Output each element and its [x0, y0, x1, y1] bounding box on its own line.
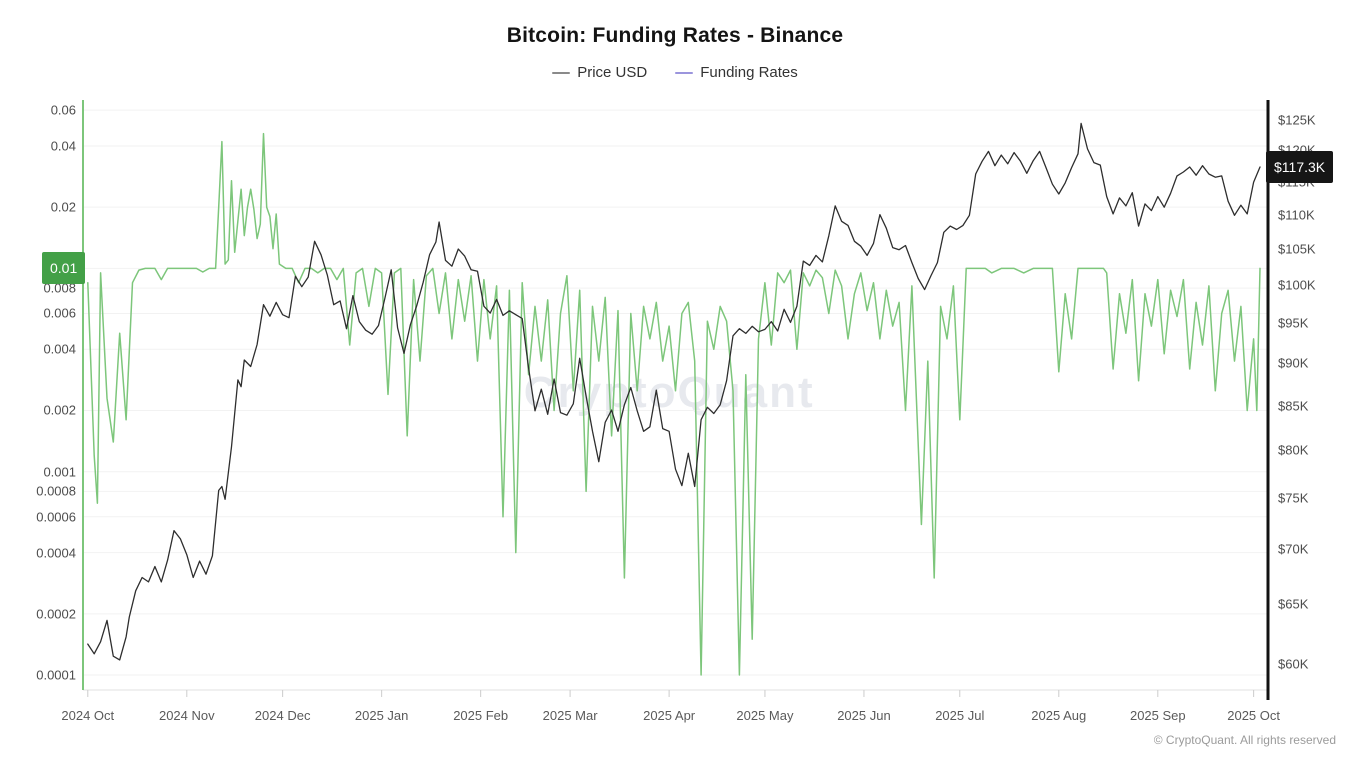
legend-item-price[interactable]: Price USD: [552, 64, 647, 81]
price-tick-label: $85K: [1278, 398, 1309, 414]
month-tick-label: 2025 Jan: [354, 708, 409, 723]
last-funding-value-badge: 0.01: [42, 252, 86, 285]
price-tick-label: $70K: [1278, 541, 1309, 557]
funding-tick-label: 0.004: [43, 341, 76, 357]
month-tick-label: 2024 Nov: [158, 708, 215, 723]
chart-title: Bitcoin: Funding Rates - Binance: [506, 24, 844, 47]
month-tick-label: 2024 Oct: [61, 708, 115, 723]
legend-label-funding: Funding Rates: [700, 64, 798, 81]
month-tick-label: 2025 Sep: [1129, 708, 1186, 723]
month-tick-label: 2025 May: [736, 708, 794, 723]
month-tick-label: 2025 Mar: [542, 708, 598, 723]
price-tick-label: $60K: [1278, 656, 1309, 672]
month-tick-label: 2025 Feb: [453, 708, 509, 723]
legend-item-funding[interactable]: Funding Rates: [675, 64, 798, 81]
gridlines: [83, 109, 1268, 697]
month-tick-label: 2025 Jun: [837, 708, 891, 723]
funding-tick-label: 0.0001: [36, 667, 76, 683]
funding-tick-label: 0.0006: [36, 509, 76, 525]
funding-tick-label: 0.002: [43, 402, 76, 418]
price-tick-label: $110K: [1278, 207, 1315, 223]
series-lines: [87, 122, 1261, 676]
price-tick-label: $65K: [1278, 596, 1309, 612]
price-tick-label: $105K: [1278, 241, 1316, 257]
price-tick-label: $100K: [1278, 277, 1316, 293]
month-tick-label: 2025 Jul: [935, 708, 985, 723]
funding-tick-label: 0.0002: [36, 606, 76, 622]
axis-lines: [82, 100, 1270, 700]
funding-tick-label: 0.06: [50, 102, 76, 118]
copyright-text: © CryptoQuant. All rights reserved: [1153, 733, 1336, 747]
legend: Price USD Funding Rates: [0, 64, 1350, 81]
funding-legend-dash-icon: [675, 71, 694, 74]
price-tick-label: $80K: [1278, 442, 1309, 458]
funding-tick-label: 0.02: [50, 199, 76, 215]
price-legend-dash-icon: [552, 71, 571, 74]
funding-tick-label: 0.0008: [36, 483, 76, 499]
last-price-value-badge: $117.3K: [1266, 150, 1334, 183]
month-tick-label: 2025 Oct: [1227, 708, 1281, 723]
price-tick-label: $75K: [1278, 490, 1309, 506]
month-tick-label: 2024 Dec: [254, 708, 311, 723]
funding-tick-label: 0.0004: [36, 545, 76, 561]
price-tick-label: $95K: [1278, 315, 1309, 331]
month-tick-label: 2025 Aug: [1031, 708, 1087, 723]
funding-tick-label: 0.001: [43, 464, 76, 480]
price-tick-label: $125K: [1278, 112, 1316, 128]
price-tick-label: $90K: [1278, 355, 1309, 371]
month-tick-label: 2025 Apr: [643, 708, 696, 723]
funding-tick-label: 0.006: [43, 305, 76, 321]
funding-tick-label: 0.04: [50, 138, 76, 154]
legend-label-price: Price USD: [577, 64, 648, 81]
